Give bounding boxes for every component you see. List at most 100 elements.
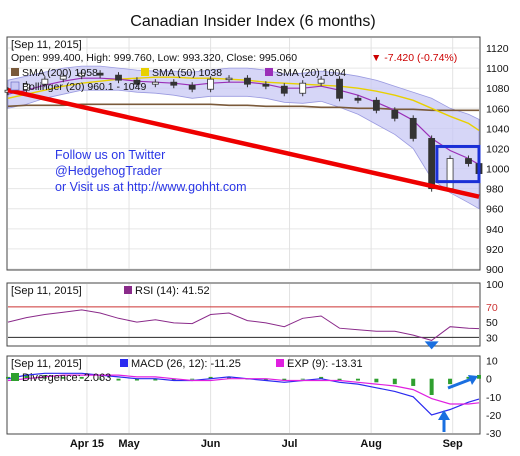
- annotation-line-1: Follow us on Twitter: [55, 148, 165, 162]
- macd-y-axis: -30 -20 -10 0 10: [486, 356, 501, 440]
- x-tick-label: Apr 15: [70, 438, 104, 450]
- legend-sma50-swatch: [141, 68, 149, 76]
- divergence-bar: [153, 378, 158, 381]
- price-y-tick: 1020: [486, 143, 510, 155]
- candle-body: [280, 85, 288, 94]
- candle-body: [299, 82, 307, 94]
- candle-body: [170, 81, 178, 86]
- candle-body: [151, 81, 159, 85]
- divergence-bar: [337, 378, 342, 381]
- x-tick-label: May: [118, 438, 140, 450]
- candle-body: [188, 84, 196, 90]
- x-tick-label: Sep: [443, 438, 463, 450]
- rsi-y-tick: 70: [486, 302, 498, 314]
- price-y-tick: 1040: [486, 123, 510, 135]
- price-y-tick: 1060: [486, 103, 510, 115]
- price-y-tick: 900: [486, 264, 504, 276]
- macd-legend-swatch: [120, 359, 128, 367]
- candle-body: [23, 83, 30, 91]
- rsi-y-tick: 50: [486, 317, 498, 329]
- divergence-bar: [319, 376, 324, 379]
- price-y-tick: 960: [486, 204, 504, 216]
- candle-body: [59, 75, 67, 80]
- divergence-bar: [392, 378, 397, 385]
- price-y-tick: 1100: [486, 63, 509, 75]
- ohlc-readout: Open: 999.400, High: 999.760, Low: 993.3…: [11, 52, 297, 64]
- candle-body: [317, 78, 325, 84]
- candle-body: [207, 78, 215, 90]
- macd-panel: -30 -20 -10 0 10 [Sep 11, 2015] MACD (26, 12…: [6, 355, 501, 440]
- rsi-y-axis: 30 50 70 100: [486, 279, 504, 344]
- divergence-bar: [190, 378, 195, 380]
- trendline-group: [7, 88, 480, 199]
- price-panel: 900 920 940 960 980 1000 1020 1040 1060 1080 1100 1…: [4, 36, 510, 276]
- divergence-bar: [374, 378, 379, 383]
- legend-sma200-swatch: [11, 68, 19, 76]
- legend-bollinger-label: Bollinger (20) 960.1 - 1049: [22, 81, 146, 93]
- candle-body: [133, 79, 141, 85]
- rsi-line-group: [7, 309, 480, 350]
- legend-sma20: SMA (20) 1004: [265, 67, 346, 79]
- divergence-bar: [6, 376, 10, 379]
- legend-sma50: SMA (50) 1038: [141, 67, 222, 79]
- bollinger-band-fill: [7, 65, 480, 210]
- divergence-bar: [263, 378, 268, 381]
- candle-body: [115, 74, 122, 81]
- legend-sma200: SMA (200) 1058: [11, 67, 98, 79]
- divergence-bar: [208, 376, 213, 379]
- price-y-tick: 1120: [486, 43, 509, 55]
- divergence-bar: [429, 378, 434, 395]
- divergence-bar: [300, 378, 305, 380]
- candle-body: [465, 158, 472, 164]
- divergence-bar: [171, 378, 176, 381]
- price-y-tick: 1000: [486, 164, 510, 176]
- divergence-bar: [61, 376, 66, 379]
- x-tick-label: Jun: [201, 438, 221, 450]
- macd-y-tick: -10: [486, 392, 501, 404]
- rsi-levels: [8, 306, 479, 338]
- rsi-low-marker: [424, 341, 439, 350]
- up-right-arrow-head: [468, 375, 478, 385]
- macd-legend-label: MACD (26, 12): -11.25: [131, 358, 241, 370]
- macd-date-label: [Sep 11, 2015]: [11, 358, 82, 370]
- rsi-panel: 30 50 70 100 [Sep 11, 2015] RSI (14): 41.52: [6, 279, 504, 350]
- price-y-axis: 900 920 940 960 980 1000 1020 1040 1060 1080 1100 1…: [486, 43, 510, 276]
- candle-body: [96, 72, 104, 76]
- candle-body: [391, 109, 399, 119]
- price-y-tick: 1080: [486, 83, 510, 95]
- price-date-label: [Sep 11, 2015]: [11, 39, 82, 51]
- chart-title: Canadian Insider Index (6 months): [130, 13, 375, 30]
- legend-bollinger-swatch: [10, 81, 20, 91]
- up-arrow-head: [438, 410, 450, 420]
- candle-body: [262, 83, 270, 87]
- macd-lines: [7, 372, 480, 416]
- candle-body: [78, 72, 86, 77]
- x-tick-label: Jul: [282, 438, 298, 450]
- sma200-line: [7, 103, 479, 112]
- exp-legend-swatch: [276, 359, 284, 367]
- macd-y-tick: -20: [486, 410, 501, 422]
- macd-panel-frame: [6, 355, 481, 435]
- x-axis-labels: Apr 15 May Jun Jul Aug Sep: [70, 438, 463, 450]
- macd-y-tick: 10: [486, 356, 498, 368]
- rsi-y-tick: 100: [486, 279, 504, 291]
- macd-y-tick: -30: [486, 428, 501, 440]
- annotation-line-2: @HedgehogTrader: [55, 164, 162, 178]
- divergence-bar: [98, 378, 103, 380]
- candle-body: [446, 158, 454, 190]
- divergence-legend-label: Divergence: 2.063: [22, 372, 111, 384]
- exp-line: [7, 374, 480, 405]
- divergence-bar: [24, 375, 29, 379]
- divergence-bar: [477, 374, 481, 379]
- macd-arrows: [438, 375, 478, 432]
- macd-vertical-gridlines: [86, 357, 454, 433]
- legend-sma20-swatch: [265, 68, 273, 76]
- divergence-bar: [355, 378, 360, 381]
- annotation-line-3: or Visit us at http://www.gohht.com: [55, 180, 247, 194]
- legend-bollinger: Bollinger (20) 960.1 - 1049: [10, 81, 146, 93]
- highlight-group: [435, 144, 481, 184]
- rsi-legend-swatch: [124, 286, 132, 294]
- candle-body: [409, 117, 417, 139]
- divergence-legend-swatch: [11, 373, 19, 381]
